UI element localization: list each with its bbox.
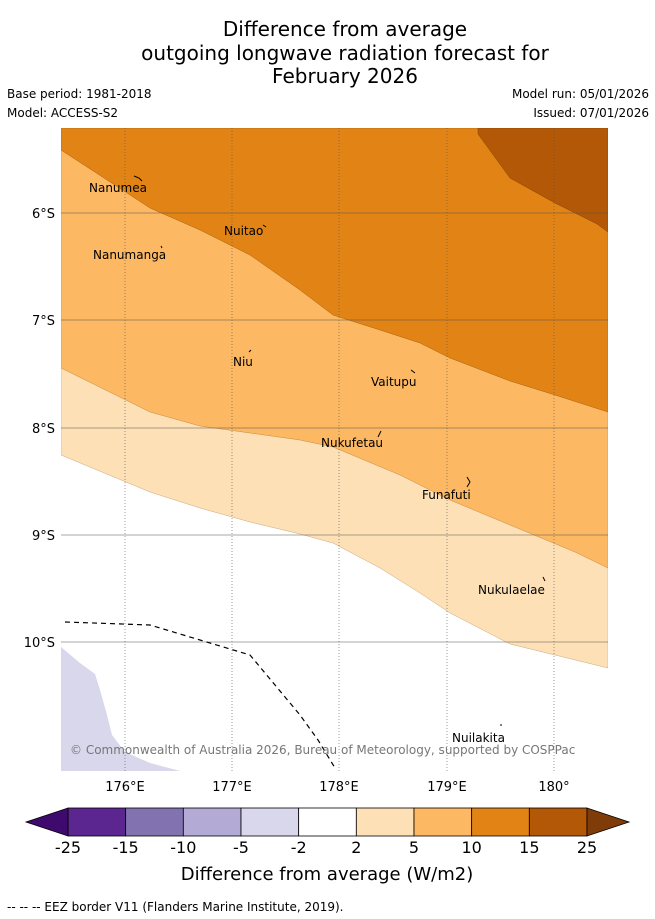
colorbar-tick-7: 10 bbox=[461, 838, 481, 857]
island-outlines bbox=[133, 175, 546, 726]
island-nukulaelae bbox=[542, 576, 546, 582]
eez-border bbox=[64, 621, 336, 769]
colorbar-box-8 bbox=[528, 807, 588, 837]
title-line-2: outgoing longwave radiation forecast for bbox=[141, 41, 549, 65]
island-nukufetau bbox=[377, 430, 382, 438]
place-niu: Niu bbox=[233, 355, 253, 369]
place-nanumea: Nanumea bbox=[89, 181, 147, 195]
colorbar-tick-9: 25 bbox=[577, 838, 597, 857]
place-vaitupu: Vaitupu bbox=[371, 375, 417, 389]
colorbar-box-5 bbox=[355, 807, 415, 837]
title-line-1: Difference from average bbox=[222, 17, 468, 41]
colorbar-extend-high bbox=[586, 807, 631, 837]
lat-label-10s: 10°S bbox=[24, 636, 55, 651]
lon-label-179e: 179°E bbox=[427, 780, 467, 795]
band-25-to-15 bbox=[477, 128, 608, 233]
colorbar-label: Difference from average (W/m2) bbox=[181, 864, 473, 885]
model-name: Model: ACCESS-S2 bbox=[7, 106, 119, 120]
island-niu bbox=[248, 349, 252, 353]
lat-label-9s: 9°S bbox=[32, 529, 55, 544]
colorbar-tick-8: 15 bbox=[519, 838, 539, 857]
colorbar-tick-1: -15 bbox=[113, 838, 139, 857]
lon-label-180: 180° bbox=[538, 780, 569, 795]
colorbar-tick-6: 5 bbox=[409, 838, 419, 857]
colorbar-legend: -25 -15 -10 -5 -2 2 5 10 15 25 Difference from av… bbox=[24, 807, 631, 885]
band-15-to-10 bbox=[61, 128, 608, 413]
colorbar-tick-0: -25 bbox=[55, 838, 81, 857]
place-nuilakita: Nuilakita bbox=[452, 731, 505, 745]
place-nuitao: Nuitao bbox=[224, 224, 263, 238]
lon-label-177e: 177°E bbox=[212, 780, 252, 795]
island-nuitao bbox=[262, 224, 267, 228]
map-copyright: © Commonwealth of Australia 2026, Bureau… bbox=[70, 743, 575, 757]
colorbar-box-2 bbox=[182, 807, 242, 837]
lat-label-7s: 7°S bbox=[32, 314, 55, 329]
colorbar-tick-5: 2 bbox=[351, 838, 361, 857]
island-funafuti bbox=[466, 476, 471, 488]
eez-footnote: -- -- -- EEZ border V11 (Flanders Marine… bbox=[7, 900, 344, 914]
colorbar-box-6 bbox=[413, 807, 473, 837]
island-nanumea bbox=[133, 175, 143, 182]
island-vaitupu bbox=[410, 369, 416, 374]
colorbar-box-4 bbox=[298, 807, 357, 837]
colorbar-tick-2: -10 bbox=[170, 838, 196, 857]
lon-label-178e: 178°E bbox=[319, 780, 359, 795]
place-funafuti: Funafuti bbox=[422, 488, 471, 502]
colorbar-box-7 bbox=[471, 807, 530, 837]
graticule bbox=[61, 128, 608, 771]
lat-label-8s: 8°S bbox=[32, 422, 55, 437]
issued-date: Issued: 07/01/2026 bbox=[533, 106, 649, 120]
colorbar-boxes bbox=[67, 807, 588, 837]
band-minus5-to-minus2 bbox=[61, 647, 180, 771]
place-nanumanga: Nanumanga bbox=[93, 248, 166, 262]
olr-anomaly-map: Nanumea Nuitao Nanumanga Niu Vaitupu Nuk… bbox=[24, 128, 608, 795]
lat-label-6s: 6°S bbox=[32, 207, 55, 222]
base-period: Base period: 1981-2018 bbox=[7, 87, 152, 101]
colorbar-tick-3: -5 bbox=[233, 838, 249, 857]
title-line-3: February 2026 bbox=[272, 64, 418, 88]
colorbar-box-0 bbox=[67, 807, 127, 837]
island-nanumanga bbox=[160, 245, 163, 249]
colorbar-box-3 bbox=[240, 807, 300, 837]
lon-label-176e: 176°E bbox=[105, 780, 145, 795]
place-nukulaelae: Nukulaelae bbox=[478, 583, 545, 597]
colorbar-box-1 bbox=[125, 807, 184, 837]
model-run: Model run: 05/01/2026 bbox=[511, 87, 649, 101]
colorbar-tick-4: -2 bbox=[291, 838, 307, 857]
place-nukufetau: Nukufetau bbox=[321, 436, 383, 450]
colorbar-extend-low bbox=[24, 807, 69, 837]
